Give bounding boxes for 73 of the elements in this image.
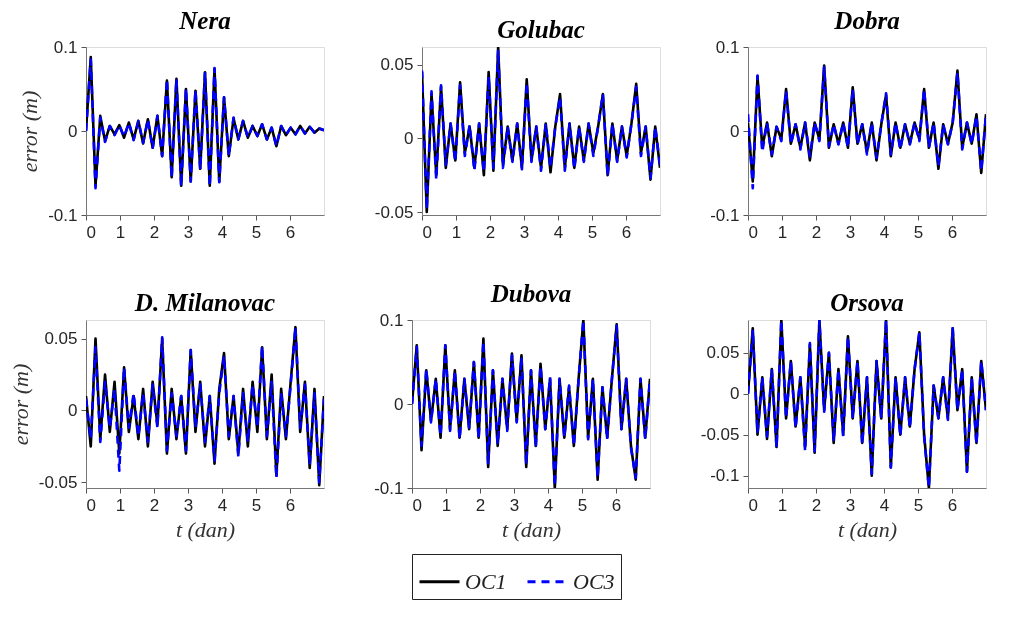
chart-title: Dubova: [489, 280, 572, 307]
chart-title: Golubac: [497, 16, 585, 43]
y-tick-label: 0.1: [715, 37, 740, 57]
x-tick-label: 1: [115, 495, 126, 515]
x-tick-label: 2: [485, 222, 496, 242]
x-tick-label: 4: [217, 495, 228, 515]
x-tick-label: 4: [879, 222, 890, 242]
x-tick-label: 2: [475, 495, 486, 515]
x-tick-label: 5: [913, 222, 924, 242]
chart-title: Nera: [178, 7, 231, 34]
x-tick-label: 3: [845, 495, 856, 515]
y-tick-label: -0.1: [48, 205, 78, 225]
x-tick-label: 5: [577, 495, 588, 515]
x-tick-label: 2: [811, 222, 822, 242]
y-tick-label: 0.1: [379, 310, 404, 330]
legend-label: OC3: [573, 568, 615, 594]
y-tick-label: -0.1: [710, 205, 740, 225]
x-axis-title: t (dan): [175, 516, 236, 542]
chart-title: Dobra: [833, 7, 900, 34]
chart-title: Orsova: [830, 289, 904, 316]
x-tick-label: 6: [947, 222, 958, 242]
x-tick-label: 0: [86, 222, 96, 242]
x-tick-label: 4: [879, 495, 890, 515]
x-tick-label: 4: [217, 222, 228, 242]
x-tick-label: 2: [149, 495, 160, 515]
y-tick-label: 0: [404, 128, 414, 148]
x-tick-label: 4: [543, 495, 554, 515]
x-tick-label: 1: [441, 495, 452, 515]
y-tick-label: -0.05: [700, 425, 740, 445]
y-tick-label: -0.05: [374, 202, 414, 222]
x-tick-label: 0: [748, 222, 758, 242]
x-tick-label: 4: [553, 222, 564, 242]
y-tick-label: 0.05: [380, 55, 414, 75]
x-tick-label: 2: [811, 495, 822, 515]
x-tick-label: 3: [519, 222, 530, 242]
y-tick-label: 0: [68, 121, 78, 141]
x-tick-label: 1: [451, 222, 462, 242]
y-tick-label: -0.1: [374, 478, 404, 498]
x-tick-label: 6: [285, 495, 296, 515]
x-tick-label: 5: [587, 222, 598, 242]
y-axis-title: error (m): [17, 90, 43, 173]
x-tick-label: 6: [611, 495, 622, 515]
x-tick-label: 0: [422, 222, 432, 242]
chart-title: D. Milanovac: [133, 289, 276, 316]
legend-label: OC1: [465, 568, 507, 594]
y-tick-label: 0: [68, 400, 78, 420]
x-tick-label: 3: [183, 222, 194, 242]
y-tick-label: -0.1: [710, 466, 740, 486]
x-tick-label: 1: [115, 222, 126, 242]
x-tick-label: 1: [777, 495, 788, 515]
y-tick-label: 0.1: [53, 37, 78, 57]
x-tick-label: 2: [149, 222, 160, 242]
x-tick-label: 0: [748, 495, 758, 515]
x-tick-label: 3: [509, 495, 520, 515]
y-tick-label: 0.05: [706, 343, 740, 363]
x-axis-title: t (dan): [837, 516, 898, 542]
x-axis-title: t (dan): [501, 516, 562, 542]
x-tick-label: 5: [251, 495, 262, 515]
x-tick-label: 6: [621, 222, 632, 242]
x-tick-label: 6: [947, 495, 958, 515]
x-tick-label: 3: [845, 222, 856, 242]
y-axis-title: error (m): [7, 363, 33, 446]
y-tick-label: 0: [730, 384, 740, 404]
x-tick-label: 3: [183, 495, 194, 515]
y-tick-label: 0.05: [44, 329, 78, 349]
x-tick-label: 6: [285, 222, 296, 242]
x-tick-label: 1: [777, 222, 788, 242]
y-tick-label: 0: [730, 121, 740, 141]
y-tick-label: 0: [394, 394, 404, 414]
x-tick-label: 5: [913, 495, 924, 515]
x-tick-label: 0: [86, 495, 96, 515]
x-tick-label: 5: [251, 222, 262, 242]
y-tick-label: -0.05: [38, 472, 78, 492]
